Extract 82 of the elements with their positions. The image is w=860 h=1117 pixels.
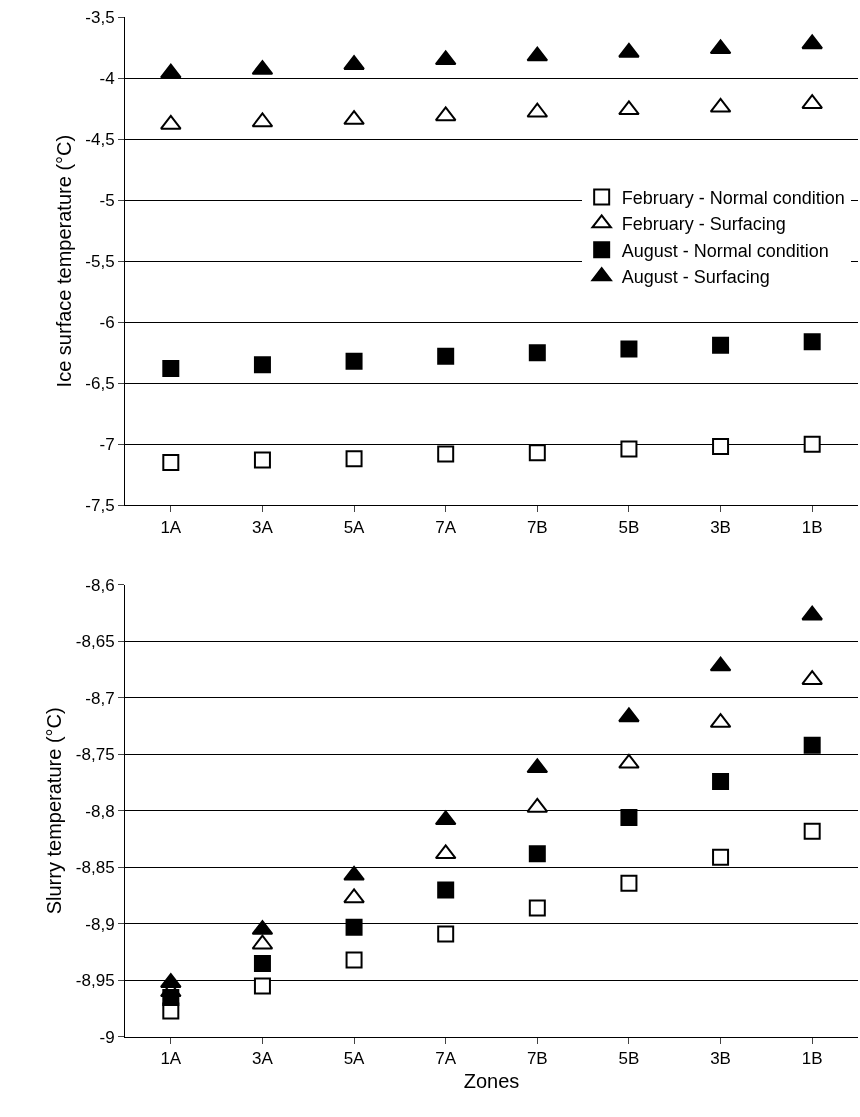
x-tick-label: 1B xyxy=(801,517,823,537)
x-tick-label: 3A xyxy=(252,517,274,537)
point xyxy=(253,451,271,469)
legend-label: February - Normal condition xyxy=(621,187,845,208)
point xyxy=(712,438,730,456)
point xyxy=(618,100,640,116)
point xyxy=(343,865,365,881)
x-tick-label: 1B xyxy=(801,1049,823,1069)
y-axis-title: Ice surface temperature (°C) xyxy=(52,134,75,388)
point xyxy=(801,605,823,621)
x-axis-title: Zones xyxy=(463,1069,520,1092)
y-tick-label: -8,95 xyxy=(75,971,115,991)
point xyxy=(618,707,640,723)
point xyxy=(803,435,821,453)
point xyxy=(160,63,182,79)
point xyxy=(801,34,823,50)
x-tick-label: 7B xyxy=(526,1049,548,1069)
x-tick-label: 3A xyxy=(252,1049,274,1069)
point xyxy=(343,888,365,904)
point xyxy=(345,450,363,468)
point xyxy=(712,848,730,866)
y-tick-label: -7,5 xyxy=(85,496,115,516)
point xyxy=(712,772,730,790)
point xyxy=(803,822,821,840)
point xyxy=(620,340,638,358)
point xyxy=(345,951,363,969)
x-tick-label: 3B xyxy=(710,1049,731,1069)
y-tick-label: -4,5 xyxy=(85,130,115,150)
y-tick-label: -5 xyxy=(99,191,115,211)
point xyxy=(345,352,363,370)
point xyxy=(528,444,546,462)
point xyxy=(620,809,638,827)
x-tick-label: 1A xyxy=(160,1049,182,1069)
point xyxy=(162,988,180,1006)
y-tick-label: -8,85 xyxy=(75,858,115,878)
x-tick-label: 5B xyxy=(618,517,640,537)
point xyxy=(437,445,455,463)
point xyxy=(437,347,455,365)
x-tick-label: 7A xyxy=(435,517,457,537)
point xyxy=(437,881,455,899)
x-tick-label: 5B xyxy=(618,1049,640,1069)
y-tick-label: -5,5 xyxy=(85,252,115,272)
y-tick-label: -8,6 xyxy=(85,575,115,595)
y-tick-label: -6,5 xyxy=(85,374,115,394)
y-tick-label: -8,75 xyxy=(75,745,115,765)
point xyxy=(160,114,182,130)
x-tick-label: 3B xyxy=(710,517,731,537)
point xyxy=(162,360,180,378)
x-tick-label: 7B xyxy=(526,517,548,537)
y-tick-label: -8,65 xyxy=(75,632,115,652)
point xyxy=(528,899,546,917)
point xyxy=(618,42,640,58)
y-axis-title: Slurry temperature (°C) xyxy=(43,707,66,915)
y-tick-label: -6 xyxy=(99,313,115,333)
x-tick-label: 1A xyxy=(160,517,182,537)
y-tick-label: -7 xyxy=(99,435,115,455)
legend-label: August - Normal condition xyxy=(621,240,829,261)
legend-label: February - Surfacing xyxy=(621,214,786,235)
point xyxy=(620,440,638,458)
point xyxy=(528,845,546,863)
x-tick-label: 7A xyxy=(435,1049,457,1069)
y-tick-label: -8,7 xyxy=(85,688,115,708)
point xyxy=(803,333,821,351)
point xyxy=(345,918,363,936)
point xyxy=(712,336,730,354)
point xyxy=(620,874,638,892)
point xyxy=(162,453,180,471)
y-tick-label: -4 xyxy=(99,69,115,89)
point xyxy=(253,954,271,972)
legend-label: August - Surfacing xyxy=(621,267,770,288)
x-tick-label: 5A xyxy=(343,517,366,537)
point xyxy=(528,344,546,362)
point xyxy=(618,753,640,769)
point xyxy=(253,977,271,995)
point xyxy=(253,356,271,374)
y-tick-label: -8,8 xyxy=(85,801,115,821)
y-tick-label: -3,5 xyxy=(85,8,115,28)
point xyxy=(803,736,821,754)
y-tick-label: -9 xyxy=(99,1027,115,1047)
y-tick-label: -8,9 xyxy=(85,914,115,934)
x-tick-label: 5A xyxy=(343,1049,366,1069)
point xyxy=(437,925,455,943)
